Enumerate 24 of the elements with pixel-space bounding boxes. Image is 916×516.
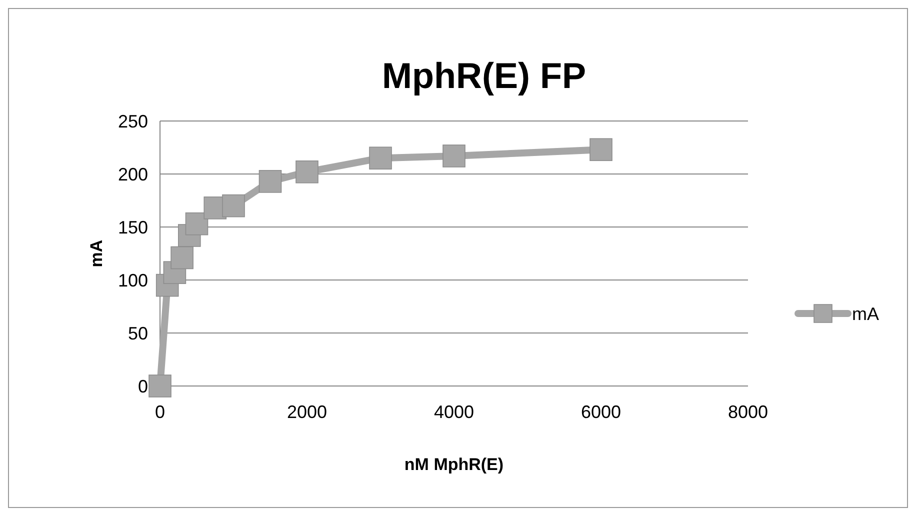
point [369,146,392,170]
y-tick-label: 200 [118,164,148,184]
x-tick-label: 0 [154,402,166,422]
y-tick-label: 50 [128,323,148,344]
chart-title: MphR(E) FP [382,55,586,96]
x-tick-label: 4000 [434,402,474,422]
x-tick-label: 8000 [728,402,768,422]
x-tick-label: 6000 [580,402,622,422]
point [222,194,245,218]
y-tick-label: 100 [118,270,148,290]
point [170,246,194,270]
x-axis-title: nM MphR(E) [404,455,504,474]
point [296,160,318,184]
y-tick-label: 150 [118,217,148,238]
legend-label: mA [852,304,879,324]
point [185,212,208,236]
point [590,138,612,162]
point [442,144,466,168]
point [148,374,172,398]
y-axis-title: mA [87,240,106,268]
point [258,170,282,193]
y-tick-label: 250 [118,111,148,132]
x-tick-label: 2000 [286,402,328,422]
y-tick-label: 0 [138,376,148,396]
